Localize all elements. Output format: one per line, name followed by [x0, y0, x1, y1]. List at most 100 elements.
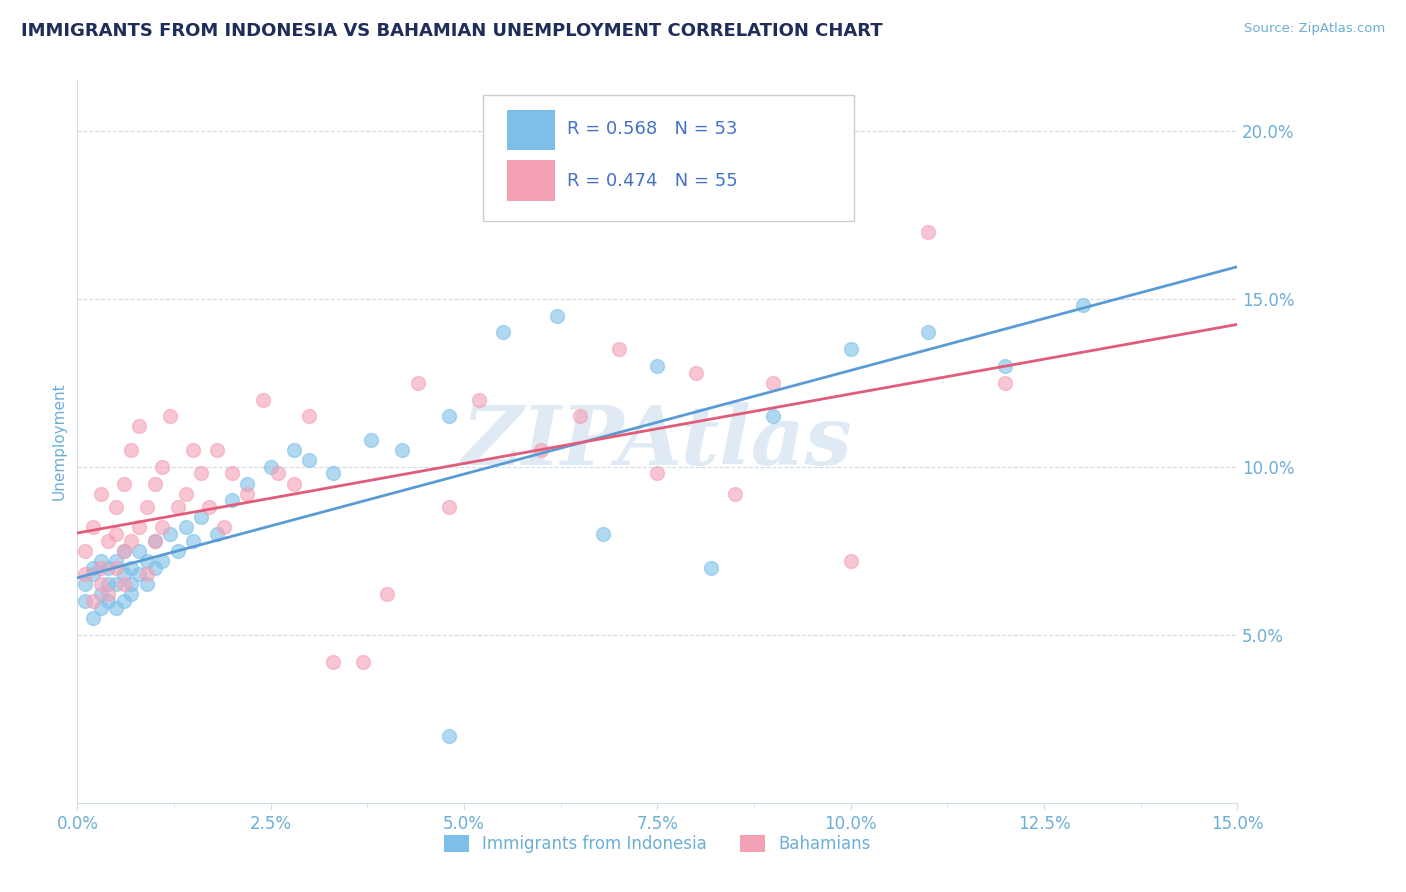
Point	[90, 486, 111, 500]
Point	[530, 442, 553, 457]
Point	[221, 493, 243, 508]
Point	[283, 442, 305, 457]
Point	[105, 600, 127, 615]
Point	[105, 500, 127, 514]
Point	[283, 476, 305, 491]
Point	[105, 527, 127, 541]
Point	[90, 554, 111, 568]
Point	[136, 500, 159, 514]
Point	[112, 543, 135, 558]
Point	[97, 560, 120, 574]
Point	[569, 409, 592, 424]
Point	[592, 527, 614, 541]
Point	[152, 459, 174, 474]
Text: R = 0.474   N = 55: R = 0.474 N = 55	[567, 172, 738, 190]
Point	[75, 567, 96, 582]
Point	[360, 433, 382, 447]
Point	[82, 560, 104, 574]
Point	[546, 309, 568, 323]
Point	[252, 392, 274, 407]
Legend: Immigrants from Indonesia, Bahamians: Immigrants from Indonesia, Bahamians	[437, 828, 877, 860]
Point	[75, 543, 96, 558]
Point	[174, 520, 197, 534]
Point	[406, 376, 429, 390]
Point	[375, 587, 398, 601]
Point	[105, 554, 127, 568]
Point	[352, 655, 374, 669]
Point	[152, 554, 174, 568]
Point	[128, 567, 150, 582]
Point	[97, 594, 120, 608]
Point	[121, 587, 143, 601]
Point	[128, 543, 150, 558]
Point	[762, 409, 785, 424]
Point	[112, 567, 135, 582]
Point	[112, 577, 135, 591]
Point	[97, 533, 120, 548]
Point	[105, 577, 127, 591]
Point	[136, 577, 159, 591]
Point	[917, 225, 939, 239]
Point	[159, 527, 181, 541]
Point	[75, 594, 96, 608]
Point	[90, 560, 111, 574]
Point	[90, 577, 111, 591]
Point	[159, 409, 181, 424]
Point	[322, 467, 344, 481]
Point	[205, 442, 228, 457]
Text: IMMIGRANTS FROM INDONESIA VS BAHAMIAN UNEMPLOYMENT CORRELATION CHART: IMMIGRANTS FROM INDONESIA VS BAHAMIAN UN…	[21, 22, 883, 40]
Point	[166, 500, 188, 514]
Point	[166, 543, 188, 558]
Point	[82, 567, 104, 582]
Point	[267, 467, 290, 481]
Point	[90, 587, 111, 601]
Point	[437, 729, 460, 743]
Point	[97, 577, 120, 591]
Point	[121, 442, 143, 457]
Point	[214, 520, 236, 534]
Point	[647, 359, 669, 373]
Point	[136, 567, 159, 582]
Point	[128, 419, 150, 434]
Point	[437, 409, 460, 424]
Point	[112, 543, 135, 558]
Point	[183, 442, 205, 457]
Point	[724, 486, 747, 500]
Point	[112, 476, 135, 491]
Point	[82, 594, 104, 608]
Point	[143, 560, 166, 574]
Point	[128, 520, 150, 534]
Point	[152, 520, 174, 534]
Point	[298, 409, 321, 424]
Point	[82, 611, 104, 625]
Point	[322, 655, 344, 669]
Point	[205, 527, 228, 541]
Point	[112, 594, 135, 608]
Point	[839, 342, 862, 356]
Point	[121, 560, 143, 574]
Point	[260, 459, 283, 474]
Point	[762, 376, 785, 390]
Point	[121, 577, 143, 591]
Point	[190, 510, 212, 524]
Point	[437, 500, 460, 514]
FancyBboxPatch shape	[506, 110, 555, 151]
Point	[143, 533, 166, 548]
Point	[492, 326, 515, 340]
Point	[136, 554, 159, 568]
Point	[298, 453, 321, 467]
Point	[197, 500, 219, 514]
Point	[97, 587, 120, 601]
Text: R = 0.568   N = 53: R = 0.568 N = 53	[567, 120, 737, 138]
Point	[105, 560, 127, 574]
Point	[121, 533, 143, 548]
Point	[391, 442, 413, 457]
Point	[221, 467, 243, 481]
Y-axis label: Unemployment: Unemployment	[51, 383, 66, 500]
Text: ZIPAtlas: ZIPAtlas	[461, 401, 853, 482]
Point	[647, 467, 669, 481]
Point	[839, 554, 862, 568]
Point	[468, 392, 491, 407]
Text: Source: ZipAtlas.com: Source: ZipAtlas.com	[1244, 22, 1385, 36]
Point	[700, 560, 723, 574]
